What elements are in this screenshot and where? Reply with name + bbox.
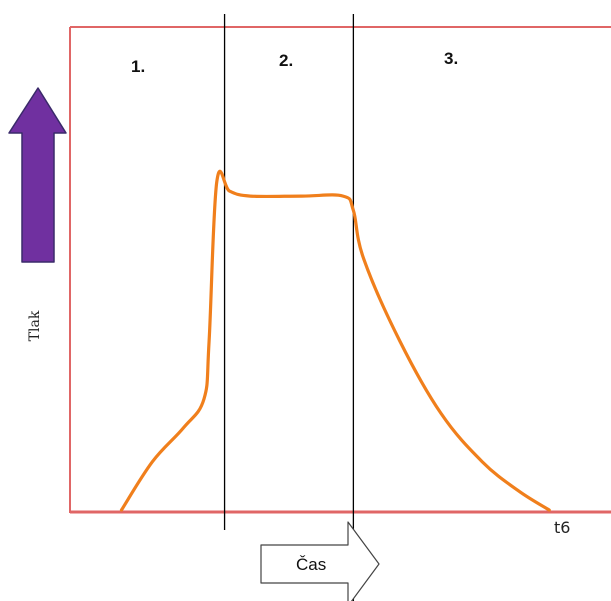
phase-label-3: 3. bbox=[444, 49, 458, 68]
right-arrow-icon bbox=[260, 521, 380, 601]
x-axis-label: Čas bbox=[296, 555, 326, 574]
x-tick-label-t6: t6 bbox=[554, 518, 570, 537]
phase-label-1: 1. bbox=[131, 57, 145, 76]
series-line bbox=[119, 169, 551, 512]
y-axis-label: Tlak bbox=[27, 310, 43, 341]
phase-label-2: 2. bbox=[279, 51, 293, 70]
up-arrow-icon bbox=[8, 87, 67, 263]
